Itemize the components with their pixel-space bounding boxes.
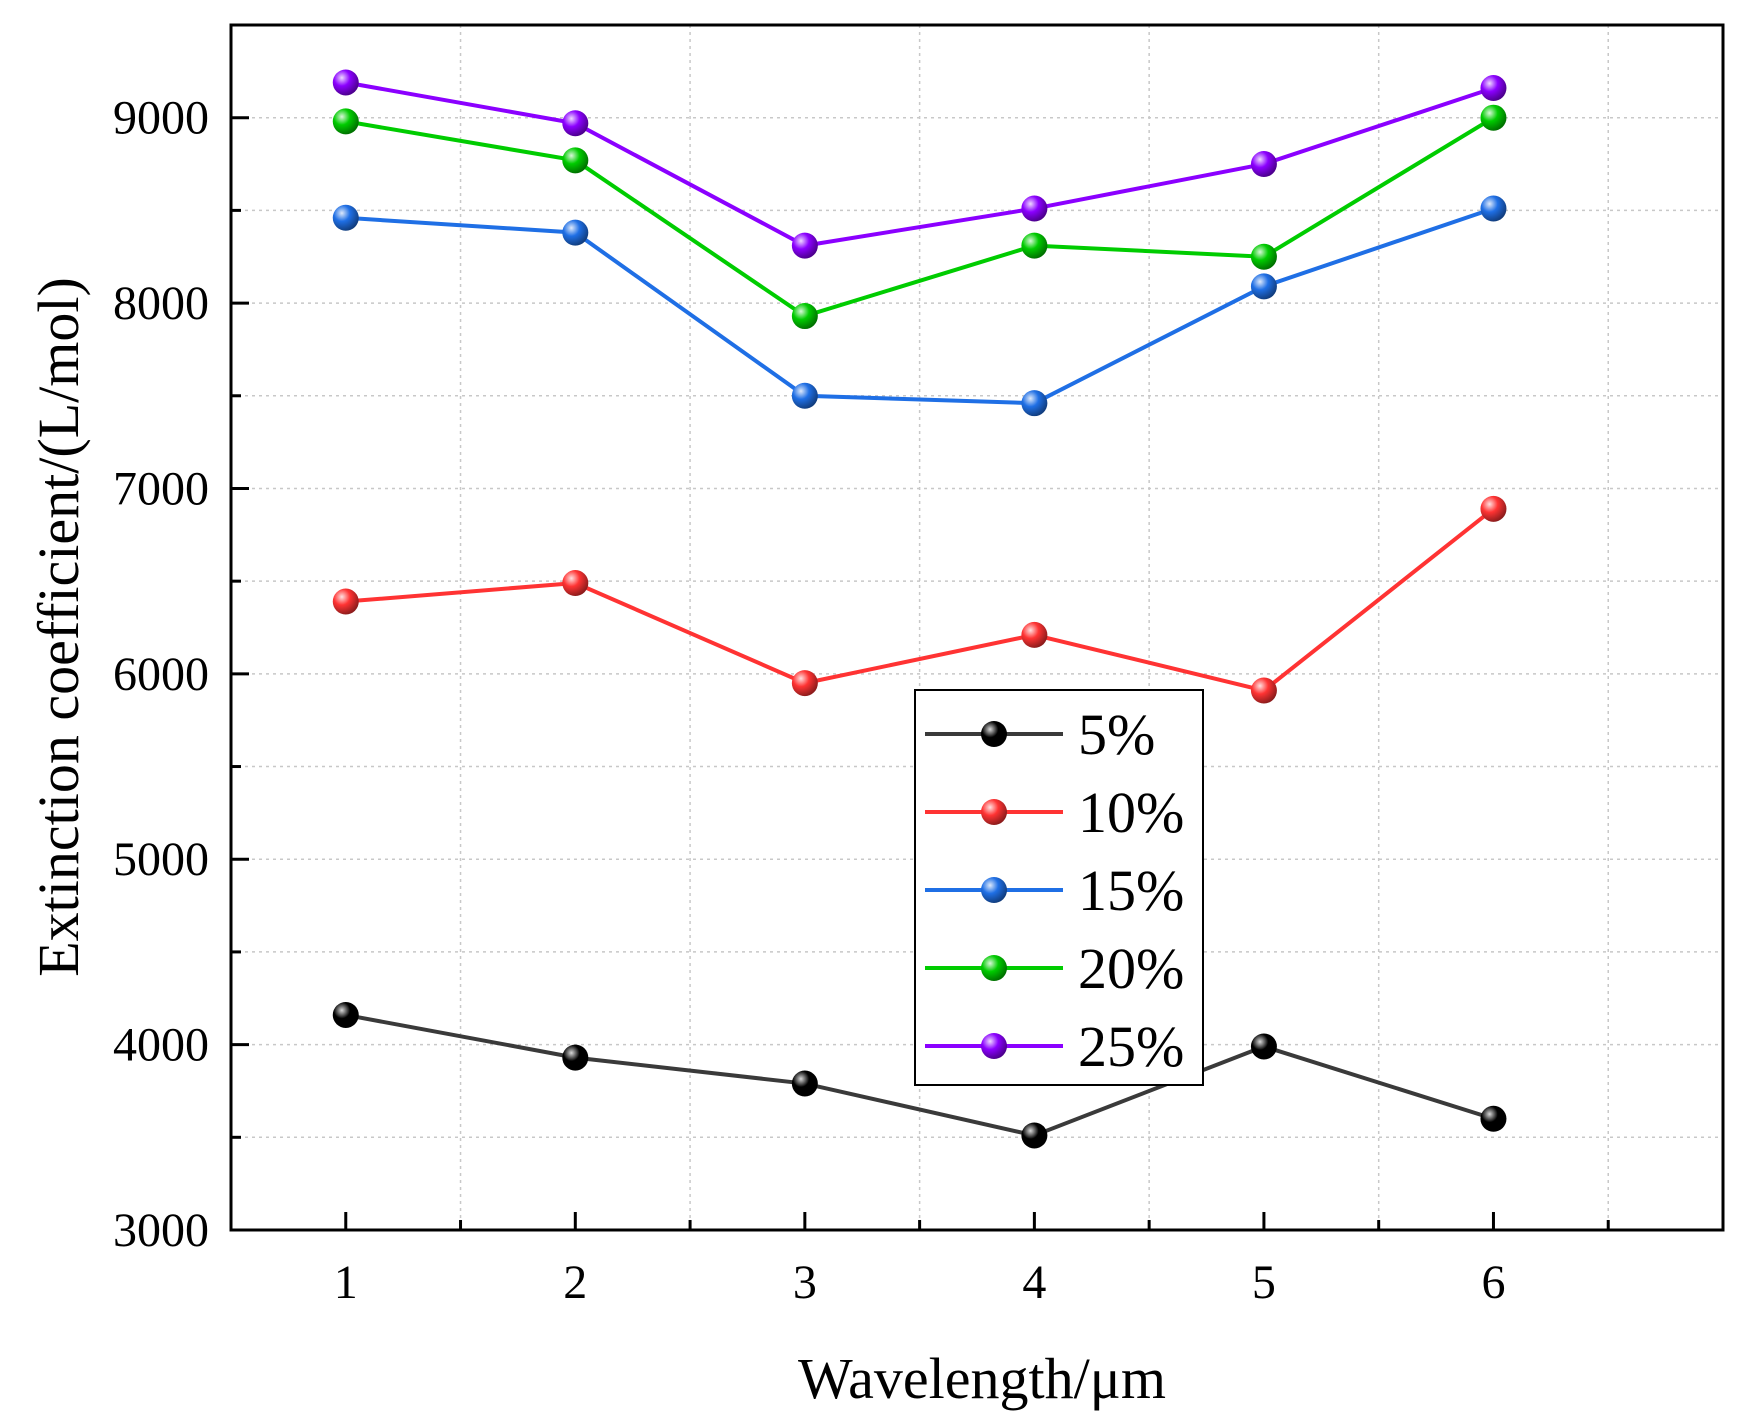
data-point: [1021, 621, 1048, 648]
data-point: [562, 110, 589, 137]
legend-item: 15%: [925, 858, 1184, 923]
series-line: [345, 206, 1495, 406]
x-tick-label: 1: [334, 1256, 358, 1309]
x-axis-label: Wavelength/μm: [798, 1346, 1166, 1411]
data-point: [1021, 232, 1048, 259]
series-3: [332, 195, 1507, 417]
data-point: [332, 69, 359, 96]
y-tick-label: 5000: [113, 833, 209, 886]
series-line: [345, 115, 1495, 319]
data-point: [332, 1001, 359, 1028]
data-point: [332, 204, 359, 231]
legend-label: 20%: [1078, 936, 1184, 1001]
legend-marker: [981, 955, 1007, 981]
data-point: [1480, 495, 1507, 522]
y-tick-label: 3000: [113, 1204, 209, 1257]
data-point: [1021, 195, 1048, 222]
series-2: [332, 495, 1507, 704]
data-point: [1250, 243, 1277, 270]
data-point: [332, 108, 359, 135]
data-point: [1021, 1122, 1048, 1149]
legend-item: 10%: [925, 780, 1184, 845]
axes-box: [229, 23, 1725, 1232]
y-axis-label: Extinction coefficient/(L/mol): [26, 277, 91, 977]
data-point: [1250, 273, 1277, 300]
legend-marker: [981, 799, 1007, 825]
data-point: [791, 670, 818, 697]
data-point: [791, 1070, 818, 1097]
data-point: [1250, 1033, 1277, 1060]
data-point: [332, 588, 359, 615]
series-line: [345, 1012, 1495, 1138]
data-point: [1021, 390, 1048, 417]
legend-marker: [981, 721, 1007, 747]
data-point: [1480, 104, 1507, 131]
plot-frame: [229, 23, 1725, 1232]
y-tick-label: 8000: [113, 277, 209, 330]
y-tick-label: 6000: [113, 648, 209, 701]
axis-ticks: 1 2 3 4 5 6 3000 4000 5000 6000 7000 8000 9000: [113, 92, 1610, 1309]
series-line: [345, 80, 1495, 248]
series-line: [345, 507, 1495, 693]
series-5: [332, 69, 1507, 259]
series-4: [332, 104, 1507, 330]
legend-marker: [981, 877, 1007, 903]
data-point: [1480, 1105, 1507, 1132]
legend-label: 25%: [1078, 1014, 1184, 1079]
data-point: [562, 570, 589, 597]
data-point: [791, 232, 818, 259]
legend-item: 5%: [925, 702, 1155, 767]
legend-label: 5%: [1078, 702, 1155, 767]
legend-item: 20%: [925, 936, 1184, 1001]
data-point: [1480, 195, 1507, 222]
x-tick-label: 4: [1022, 1256, 1046, 1309]
data-point: [791, 303, 818, 330]
x-tick-label: 2: [563, 1256, 587, 1309]
x-tick-label: 3: [793, 1256, 817, 1309]
data-point: [1480, 75, 1507, 102]
legend-marker: [981, 1033, 1007, 1059]
data-point: [562, 219, 589, 246]
series-lines: [332, 69, 1507, 1149]
grid: [231, 25, 1723, 1230]
legend-item: 25%: [925, 1014, 1184, 1079]
y-tick-label: 7000: [113, 462, 209, 515]
x-tick-label: 5: [1252, 1256, 1276, 1309]
y-tick-label: 4000: [113, 1019, 209, 1072]
data-point: [1250, 151, 1277, 178]
legend-box: [914, 689, 1204, 1086]
legend: 5% 10% 15% 20% 25%: [914, 689, 1204, 1086]
data-point: [562, 147, 589, 174]
legend-label: 15%: [1078, 858, 1184, 923]
x-tick-label: 6: [1481, 1256, 1505, 1309]
series-1: [332, 1001, 1507, 1149]
data-point: [1250, 677, 1277, 704]
data-point: [562, 1044, 589, 1071]
legend-label: 10%: [1078, 780, 1184, 845]
y-tick-label: 9000: [113, 92, 209, 145]
data-point: [791, 382, 818, 409]
